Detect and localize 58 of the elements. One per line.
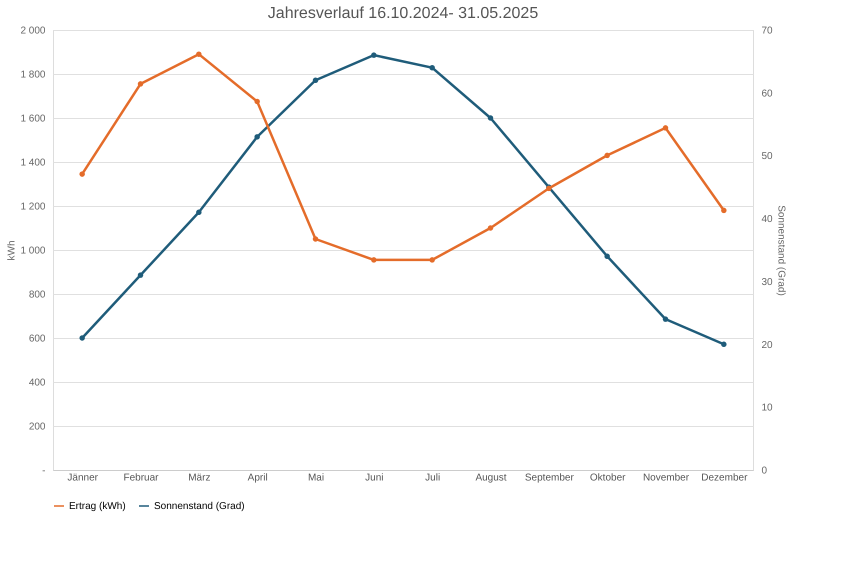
point [79, 335, 85, 341]
x-tick-label: Februar [123, 472, 160, 484]
y2-tick-label: 20 [762, 340, 774, 351]
y-tick-label: 200 [28, 422, 46, 432]
point [488, 115, 494, 121]
y-tick-label: 600 [28, 334, 46, 344]
x-tick-label: Dezember [701, 472, 748, 484]
point [138, 272, 144, 278]
point [662, 125, 668, 131]
x-tick-label: August [475, 472, 507, 484]
x-tick-label: Juli [425, 472, 440, 484]
point [254, 98, 260, 104]
y-tick-label: 1 800 [20, 70, 46, 80]
legend-label: Sonnenstand (Grad) [154, 501, 245, 512]
point [254, 134, 260, 140]
point [138, 81, 144, 87]
y-tick-label: 1 600 [20, 114, 46, 124]
point [604, 152, 610, 158]
point [662, 316, 668, 322]
y2-tick-label: 30 [762, 276, 774, 288]
y-tick-label: 800 [28, 290, 46, 300]
x-tick-label: April [248, 472, 268, 484]
y2-tick-label: 60 [762, 88, 774, 100]
point [196, 210, 202, 216]
x-tick-label: Mai [308, 472, 324, 484]
x-tick-label: Oktober [590, 472, 626, 484]
point [721, 208, 727, 214]
legend-label: Ertrag (kWh) [69, 501, 126, 512]
point [488, 225, 494, 231]
point [429, 257, 435, 263]
x-tick-label: März [188, 472, 210, 484]
point [196, 51, 202, 57]
y-tick-label: 1 000 [20, 246, 46, 256]
y-tick-label: - [42, 466, 46, 476]
y2-tick-label: 50 [762, 151, 774, 162]
point [721, 342, 727, 348]
chart-title: Jahresverlauf 16.10.2024- 31.05.2025 [268, 5, 538, 22]
point [312, 78, 318, 84]
y-tick-label: 400 [28, 378, 46, 388]
y2-tick-label: 0 [762, 466, 768, 476]
y-tick-label: 1 400 [20, 158, 46, 168]
point [604, 254, 610, 260]
point [371, 52, 377, 58]
y-tick-label: 1 200 [20, 202, 46, 212]
point [371, 257, 377, 263]
y2-tick-label: 10 [762, 402, 774, 414]
x-tick-label: Jänner [67, 472, 99, 484]
point [429, 64, 435, 70]
point [312, 236, 318, 242]
y2-axis-title: Sonnenstand (Grad) [776, 205, 787, 296]
y-tick-label: 2 000 [20, 26, 46, 36]
y-axis-title: kWh [6, 240, 18, 260]
y2-tick-label: 40 [762, 214, 774, 226]
y2-tick-label: 70 [762, 26, 774, 36]
point [79, 171, 85, 177]
x-tick-label: November [642, 472, 690, 484]
x-tick-label: September [524, 472, 574, 484]
x-tick-label: Juni [365, 472, 384, 484]
